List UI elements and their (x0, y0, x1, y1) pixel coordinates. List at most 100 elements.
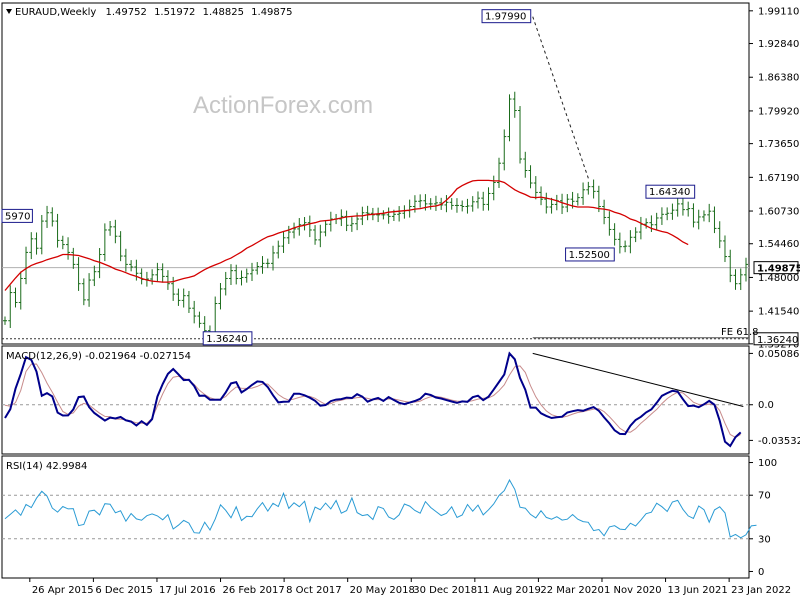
price-annotation-box (645, 184, 696, 199)
ohlc-close: 1.49875 (251, 7, 292, 18)
price-bar (218, 283, 223, 310)
x-tick-label: 22 Mar 2020 (540, 585, 603, 596)
macd-series-layer (2, 351, 749, 448)
price-bar (607, 211, 612, 236)
price-bar (512, 91, 517, 118)
price-bar (701, 210, 706, 222)
price-bar (518, 106, 523, 164)
price-header: EURAUD,Weekly 1.49752 1.51972 1.48825 1.… (6, 7, 293, 18)
price-bar (276, 240, 281, 259)
price-bar (628, 230, 633, 254)
current-price-label: 1.49875 (757, 264, 800, 275)
ohlc-open: 1.49752 (106, 7, 147, 18)
price-bar (565, 194, 570, 213)
symbol-title: EURAUD,Weekly (15, 7, 96, 18)
ohlc-high: 1.51972 (154, 7, 195, 18)
macd-y-tick-label: 0.0 (758, 400, 774, 411)
price-bar (223, 271, 228, 296)
price-y-tick-label: 1.67190 (758, 173, 799, 184)
price-bar (712, 206, 717, 234)
ohlc-low: 1.48825 (203, 7, 244, 18)
price-bar (728, 249, 733, 283)
price-bar (307, 215, 312, 238)
price-bar (691, 203, 696, 228)
price-bar (738, 268, 743, 291)
price-bar (475, 191, 480, 209)
price-bar (460, 200, 465, 212)
price-bar (560, 193, 565, 215)
price-bar (638, 216, 643, 240)
x-tick-label: 23 Jan 2022 (731, 585, 791, 596)
price-series-layer: 1.97990 1.64340 1.52500 1.36240 5970 (1, 9, 749, 346)
macd-y-tick-label: -0.035322 (758, 436, 800, 447)
price-bar (255, 262, 260, 275)
price-bar (186, 290, 191, 313)
price-bar (365, 205, 370, 221)
price-bar (575, 193, 580, 206)
rsi-series-layer (2, 478, 757, 540)
price-bar (60, 235, 65, 250)
price-bar (260, 256, 265, 274)
price-bar (381, 210, 386, 220)
price-bar (45, 205, 50, 228)
rsi-panel-frame (1, 455, 750, 579)
price-bar (34, 232, 39, 255)
price-bar (97, 248, 102, 279)
price-bar (55, 213, 60, 248)
price-bar (497, 157, 501, 188)
price-bar (171, 276, 176, 301)
price-bar (13, 287, 18, 308)
price-bar (465, 198, 470, 214)
price-bar (659, 207, 664, 225)
x-tick-label: 26 Feb 2017 (223, 585, 285, 596)
price-bar (617, 232, 622, 254)
fe-level-label: FE 61.8 (721, 327, 759, 338)
price-bar (292, 222, 297, 239)
price-bar (8, 285, 13, 329)
price-bar (323, 219, 328, 237)
price-bar (328, 211, 333, 232)
price-bar (71, 247, 76, 269)
x-tick-label: 17 Jul 2016 (159, 585, 216, 596)
price-bar (313, 225, 318, 245)
x-tick-label: 8 Oct 2017 (286, 585, 341, 596)
price-bar (539, 186, 544, 206)
price-bar (87, 273, 92, 307)
price-annotation-tag: 5970 (1, 208, 33, 223)
price-bar (449, 198, 454, 210)
price-bar (686, 201, 691, 217)
price-bar (680, 197, 685, 216)
price-bar (644, 218, 649, 229)
price-y-tick-label: 1.48000 (758, 273, 799, 284)
price-y-tick-label: 1.79920 (758, 106, 799, 117)
price-bar (18, 271, 23, 310)
price-bar (113, 219, 118, 244)
price-bar (444, 195, 449, 213)
rsi-title: RSI(14) 42.9984 (6, 461, 87, 472)
price-bar (239, 270, 244, 286)
price-bar (397, 206, 402, 222)
x-tick-label: 6 Dec 2015 (95, 585, 153, 596)
price-bar (192, 300, 197, 324)
price-bar (623, 240, 628, 253)
price-bar (39, 214, 44, 255)
price-bar (633, 227, 638, 243)
price-bar (318, 224, 323, 248)
price-bar (675, 197, 680, 217)
price-bar (24, 246, 29, 285)
price-bar (670, 203, 675, 220)
macd-title: MACD(12,26,9) -0.021964 -0.027154 (6, 351, 191, 362)
price-y-tick-label: 1.60730 (758, 207, 799, 218)
price-bar (407, 199, 412, 218)
price-trendline (532, 16, 589, 179)
svg-text:EURAUD,Weekly 1.49752: EURAUD,Weekly 1.49752 1.51972 1.48825 1.… (15, 7, 293, 18)
price-bar (108, 221, 113, 236)
macd-panel-frame (1, 345, 750, 455)
price-bar (481, 191, 486, 211)
price-annotation-box (481, 9, 532, 24)
price-bar (722, 235, 727, 263)
price-annotation-label: 1.52500 (569, 250, 610, 261)
rsi-y-tick-label: 70 (758, 491, 771, 502)
price-bar (428, 198, 433, 210)
